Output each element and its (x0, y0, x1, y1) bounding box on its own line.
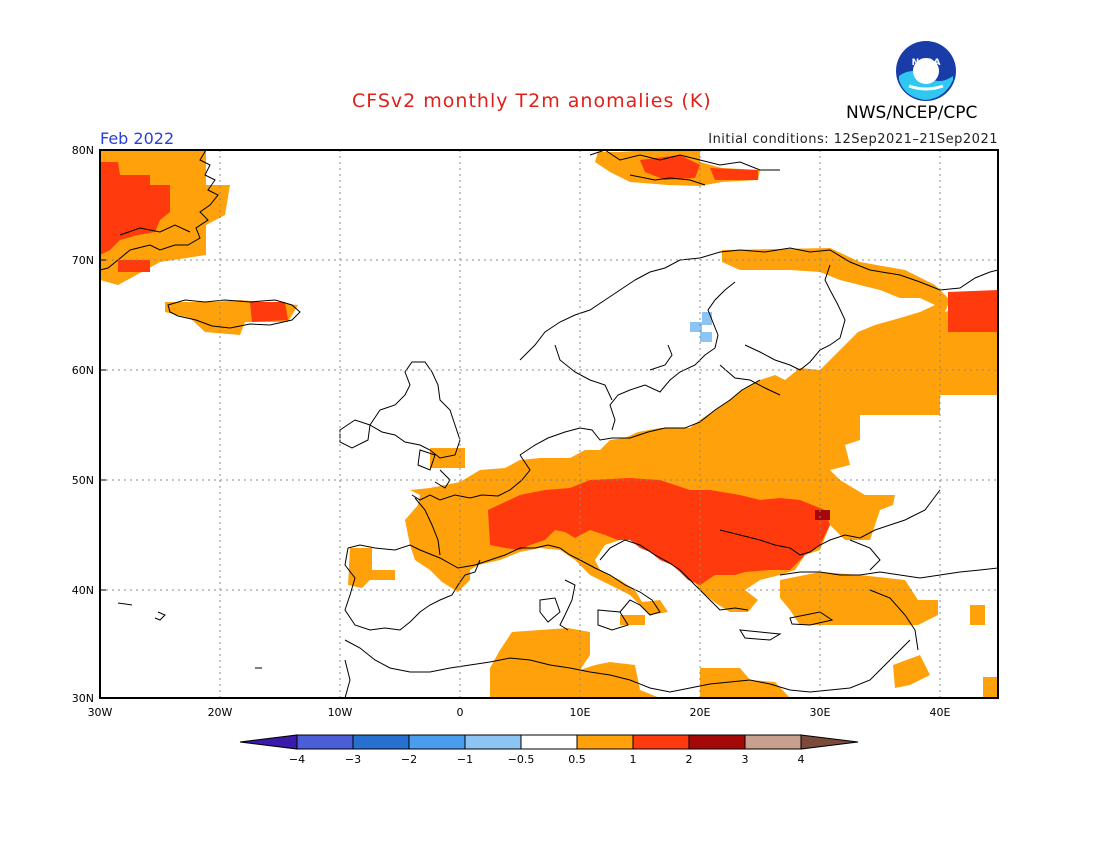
anomaly-layer-warm2 (100, 155, 998, 585)
colorbar-label: 3 (742, 753, 749, 766)
colorbar-swatch (800, 734, 859, 750)
colorbar-label: −4 (289, 753, 305, 766)
lat-label: 80N (72, 144, 94, 157)
period-label: Feb 2022 (100, 129, 175, 148)
lon-label: 10W (328, 706, 353, 719)
lat-label: 40N (72, 584, 94, 597)
anomaly-layer-warm1 (100, 150, 998, 698)
lat-label: 50N (72, 474, 94, 487)
anomaly-layer-cool (690, 312, 712, 342)
colorbar-label: −2 (401, 753, 417, 766)
colorbar-swatch (632, 734, 690, 750)
colorbar-swatch (352, 734, 410, 750)
colorbar-label: −3 (345, 753, 361, 766)
lat-label: 60N (72, 364, 94, 377)
colorbar-swatch (744, 734, 802, 750)
colorbar-swatch (239, 734, 298, 750)
lat-label: 30N (72, 692, 94, 705)
anomaly-layer-warm3 (815, 510, 830, 520)
colorbar-label: 2 (686, 753, 693, 766)
lon-label: 20E (690, 706, 711, 719)
org-label: NWS/NCEP/CPC (846, 103, 978, 123)
colorbar-swatch (296, 734, 354, 750)
colorbar-swatch (408, 734, 466, 750)
colorbar-swatch (520, 734, 578, 750)
lon-label: 20W (208, 706, 233, 719)
lon-label: 30E (810, 706, 831, 719)
lon-label: 0 (457, 706, 464, 719)
lon-labels: 30W 20W 10W 0 10E 20E 30E 40E (88, 706, 951, 719)
lat-ticks (100, 149, 106, 591)
colorbar-swatch (576, 734, 634, 750)
colorbar-label: 0.5 (568, 753, 586, 766)
map-frame (99, 149, 999, 699)
colorbar-label: 4 (798, 753, 805, 766)
lon-label: 30W (88, 706, 113, 719)
noaa-logo-icon: NOAA (896, 41, 956, 101)
logo-text: NOAA (912, 58, 941, 68)
colorbar-label: −0.5 (508, 753, 535, 766)
coastlines (99, 149, 999, 699)
initial-conditions: Initial conditions: 12Sep2021–21Sep2021 (708, 132, 998, 147)
lon-label: 10E (570, 706, 591, 719)
colorbar-label: −1 (457, 753, 473, 766)
chart-title: CFSv2 monthly T2m anomalies (K) (352, 90, 712, 112)
lat-label: 70N (72, 254, 94, 267)
colorbar-swatch (688, 734, 746, 750)
gridlines (100, 150, 998, 698)
lat-labels: 80N 70N 60N 50N 40N 30N (72, 144, 94, 705)
colorbar (239, 734, 859, 750)
colorbar-label: 1 (630, 753, 637, 766)
colorbar-labels: −4 −3 −2 −1 −0.5 0.5 1 2 3 4 (289, 753, 805, 766)
lon-label: 40E (930, 706, 951, 719)
colorbar-swatch (464, 734, 522, 750)
